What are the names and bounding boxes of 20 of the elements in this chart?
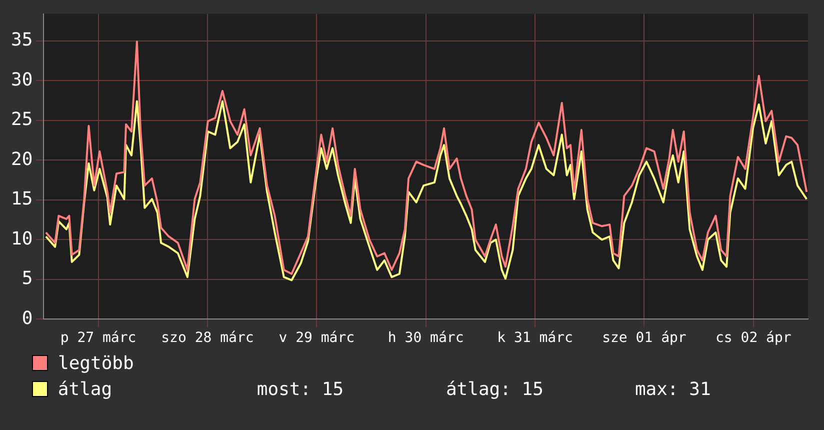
text: átlag: 15 [446, 378, 544, 400]
y-tick-label: 5 [22, 268, 33, 290]
y-tick-label: 0 [22, 308, 33, 329]
x-tick-label: k 31 márc [497, 330, 573, 346]
legend-label: átlag [58, 378, 114, 400]
legend-label: legtöbb [58, 352, 135, 374]
y-tick-label: 20 [10, 148, 33, 170]
y-tick-label: 10 [10, 228, 33, 250]
y-tick-label: 30 [10, 69, 33, 90]
y-tick-label: 25 [10, 109, 33, 130]
y-tick-label: 15 [10, 188, 33, 210]
x-tick-label: szo 28 márc [161, 330, 254, 346]
text: max: 31 [634, 378, 712, 400]
y-tick-label: 35 [10, 30, 33, 51]
x-tick-label: h 30 márc [388, 330, 464, 346]
x-tick-label: p 27 márc [60, 330, 136, 346]
text: most: 15 [256, 378, 345, 400]
x-tick-label: v 29 márc [278, 330, 355, 346]
x-tick-label: cs 02 ápr [715, 330, 792, 346]
x-tick-label: sze 01 ápr [602, 330, 686, 346]
